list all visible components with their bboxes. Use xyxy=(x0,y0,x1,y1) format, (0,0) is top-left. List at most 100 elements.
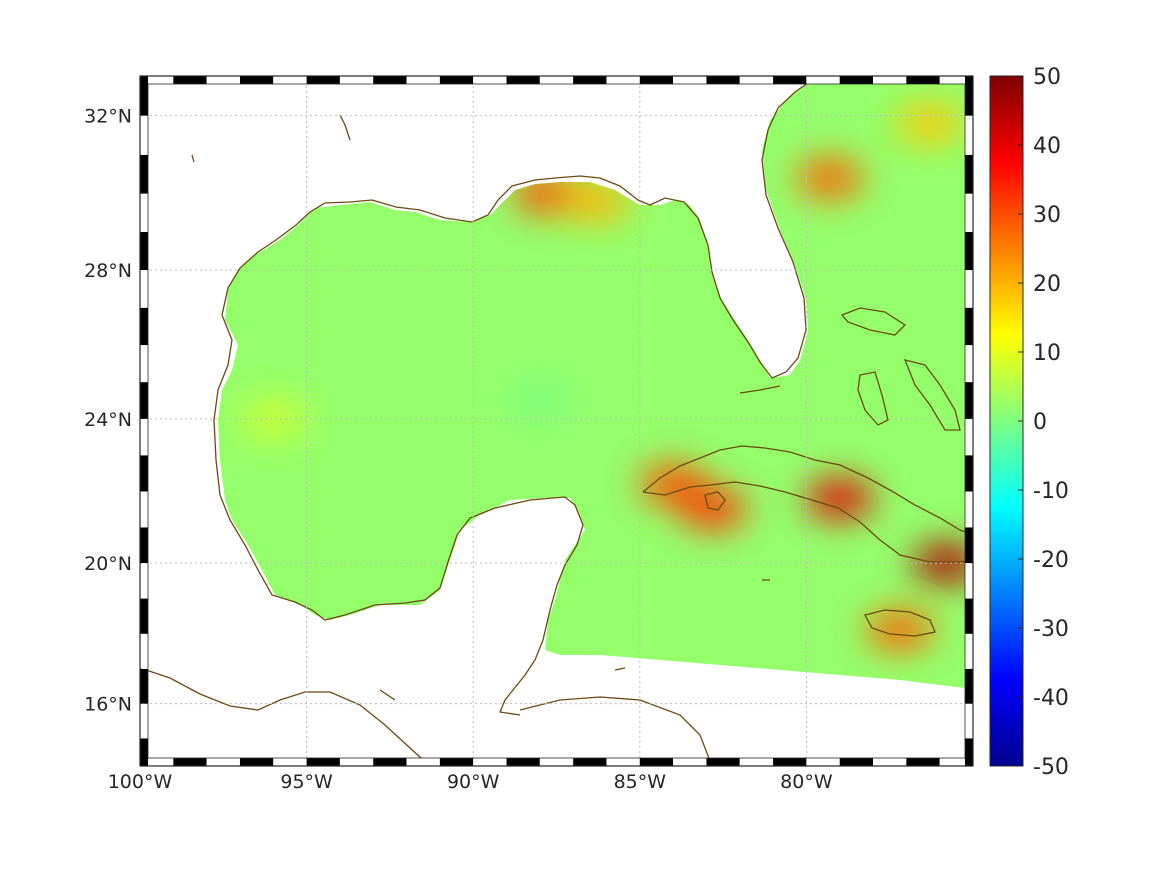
lon-tick-label: 95°W xyxy=(280,771,333,793)
frame-segment xyxy=(140,115,148,155)
frame-segment xyxy=(773,76,807,84)
frame-segment xyxy=(939,76,973,84)
us-gulf-coastline xyxy=(213,76,819,716)
lon-tick-label: 90°W xyxy=(447,771,500,793)
colorbar-tick-label: -20 xyxy=(1033,548,1069,573)
field-hotspot xyxy=(895,103,964,144)
frame-segment xyxy=(140,345,148,383)
central-america-coastline xyxy=(140,667,431,766)
frame-segment xyxy=(965,382,973,419)
frame-segment xyxy=(965,598,973,634)
bahamas-coastline xyxy=(840,307,961,431)
frame-segment xyxy=(965,527,973,564)
frame-segment xyxy=(140,154,148,194)
frame-segment xyxy=(639,76,674,84)
small-islands xyxy=(191,114,770,701)
frame-segment xyxy=(539,758,574,766)
frame-segment xyxy=(140,633,148,669)
frame-segment xyxy=(140,758,174,766)
frame-segment xyxy=(273,76,307,84)
isla-juventud-coastline xyxy=(704,491,726,511)
lat-tick-labels: 32°N 28°N 24°N 20°N 16°N xyxy=(84,106,132,716)
colorbar-ticks: 50 40 30 20 10 0 -10 -20 -30 -40 -50 xyxy=(1018,65,1069,780)
frame-segment xyxy=(473,758,507,766)
colorbar xyxy=(989,75,1024,767)
frame-segment xyxy=(706,76,740,84)
frame-segment xyxy=(965,232,973,271)
field-hotspot xyxy=(795,158,864,199)
jamaica-coastline xyxy=(864,609,936,637)
frame-inner-outline xyxy=(147,83,966,759)
land-mask xyxy=(140,76,973,766)
colorbar-tick-label: -50 xyxy=(1033,755,1069,780)
frame-segment xyxy=(140,76,148,116)
frame-segment xyxy=(773,758,807,766)
honduras-coastline xyxy=(519,696,713,766)
frame-segment xyxy=(965,633,973,669)
frame-outline xyxy=(139,75,974,767)
lon-tick-label: 80°W xyxy=(780,771,833,793)
frame-segment xyxy=(140,270,148,308)
frame-segment xyxy=(706,758,740,766)
frame-segment xyxy=(606,758,640,766)
frame-segment xyxy=(406,758,440,766)
frame-segment xyxy=(140,598,148,634)
frame-segment xyxy=(965,307,973,346)
frame-segment xyxy=(140,193,148,233)
frame-segment xyxy=(965,115,973,155)
cuba-coastline xyxy=(642,445,973,563)
frame-segment xyxy=(406,76,440,84)
frame-segment xyxy=(839,758,874,766)
frame-segment xyxy=(965,154,973,194)
frame-segment xyxy=(839,76,874,84)
frame-segment xyxy=(140,418,148,456)
frame-segment xyxy=(965,345,973,383)
colorbar-tick-label: -30 xyxy=(1033,617,1069,642)
lat-tick-label: 24°N xyxy=(84,409,132,431)
frame-segment xyxy=(439,758,474,766)
lat-tick-label: 28°N xyxy=(84,260,132,282)
frame-segment xyxy=(965,668,973,704)
frame-segment xyxy=(140,307,148,346)
frame-segment xyxy=(239,758,274,766)
frame-segment xyxy=(140,76,174,84)
frame-segment xyxy=(306,76,340,84)
frame-segment xyxy=(539,76,574,84)
frame-segment xyxy=(965,76,973,116)
lat-tick-label: 20°N xyxy=(84,553,132,575)
frame-segment xyxy=(339,76,374,84)
frame-segment xyxy=(140,563,148,599)
frame-segment xyxy=(140,455,148,492)
colorbar-tick-label: 50 xyxy=(1033,65,1061,90)
frame-segment xyxy=(239,76,274,84)
frame-segment xyxy=(673,758,707,766)
map-frame xyxy=(139,75,974,767)
frame-segment xyxy=(473,76,507,84)
lon-tick-label: 85°W xyxy=(614,771,667,793)
field-hotspots-layer xyxy=(239,103,973,651)
frame-segment xyxy=(806,758,840,766)
field-hotspot xyxy=(912,543,973,584)
frame-segment xyxy=(206,76,240,84)
frame-segment xyxy=(939,758,973,766)
frame-segment xyxy=(140,738,148,766)
frame-segment xyxy=(140,703,148,739)
data-field xyxy=(140,76,973,766)
frame-segment xyxy=(140,232,148,271)
frame-segment xyxy=(140,668,148,704)
colorbar-tick-label: 0 xyxy=(1033,410,1047,435)
frame-segment xyxy=(140,527,148,564)
frame-segment xyxy=(965,563,973,599)
frame-segment xyxy=(965,193,973,233)
coastlines xyxy=(140,76,973,766)
frame-segment xyxy=(965,455,973,492)
frame-segment xyxy=(306,758,340,766)
colorbar-tick-label: 20 xyxy=(1033,272,1061,297)
colorbar-tick-label: 30 xyxy=(1033,203,1061,228)
frame-segment xyxy=(806,76,840,84)
frame-segment xyxy=(173,76,207,84)
frame-segment xyxy=(965,270,973,308)
frame-segment xyxy=(673,76,707,84)
